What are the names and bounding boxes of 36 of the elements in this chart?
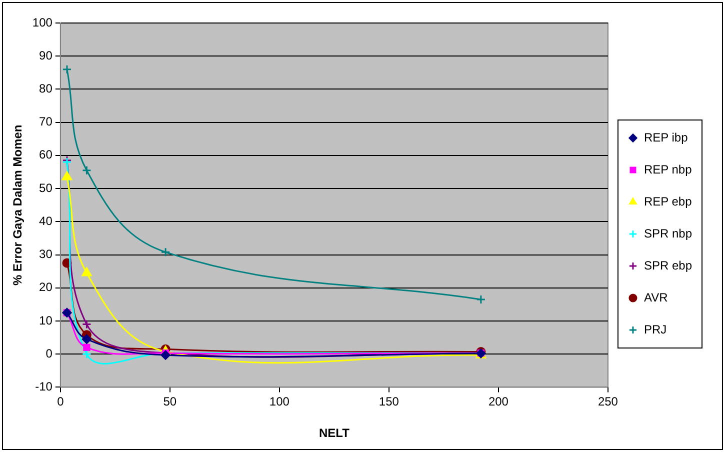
x-tick-label: 0 bbox=[57, 394, 64, 409]
legend-label: REP ibp bbox=[644, 130, 688, 144]
point bbox=[82, 334, 92, 344]
legend-label: REP ebp bbox=[644, 194, 692, 208]
point bbox=[160, 247, 170, 257]
legend-label: SPR ebp bbox=[644, 258, 692, 272]
y-tick-label: 0 bbox=[46, 346, 53, 360]
point bbox=[62, 64, 72, 74]
y-tick-label: 30 bbox=[39, 247, 53, 262]
y-axis-title: % Error Gaya Dalam Momen bbox=[10, 124, 25, 286]
x-tick-label: 50 bbox=[163, 394, 177, 409]
legend-label: AVR bbox=[644, 290, 668, 304]
x-tick-label: 150 bbox=[378, 394, 400, 409]
y-tick-label: 80 bbox=[39, 82, 53, 96]
y-tick-label: 100 bbox=[32, 15, 53, 30]
point bbox=[82, 166, 92, 176]
x-tick-label: 100 bbox=[269, 394, 290, 409]
y-tick-label: 90 bbox=[39, 48, 53, 62]
y-tick-label: 70 bbox=[39, 114, 53, 129]
x-tick-label: 200 bbox=[488, 394, 509, 409]
x-tick-label: 250 bbox=[598, 394, 618, 409]
point bbox=[82, 320, 92, 330]
y-tick-label: 60 bbox=[39, 148, 53, 162]
legend-label: PRJ bbox=[644, 322, 667, 336]
point bbox=[476, 294, 486, 304]
legend-label: SPR nbp bbox=[644, 226, 692, 240]
y-tick-label: -10 bbox=[35, 380, 53, 394]
legend-label: REP nbp bbox=[644, 162, 692, 176]
point bbox=[82, 267, 92, 276]
point bbox=[62, 171, 72, 180]
x-axis-title: NELT bbox=[318, 426, 350, 440]
point bbox=[83, 344, 90, 352]
y-tick-label: 40 bbox=[39, 214, 53, 228]
y-tick-label: 20 bbox=[39, 280, 53, 294]
y-tick-label: 10 bbox=[39, 313, 53, 328]
y-tick-label: 50 bbox=[39, 180, 53, 195]
